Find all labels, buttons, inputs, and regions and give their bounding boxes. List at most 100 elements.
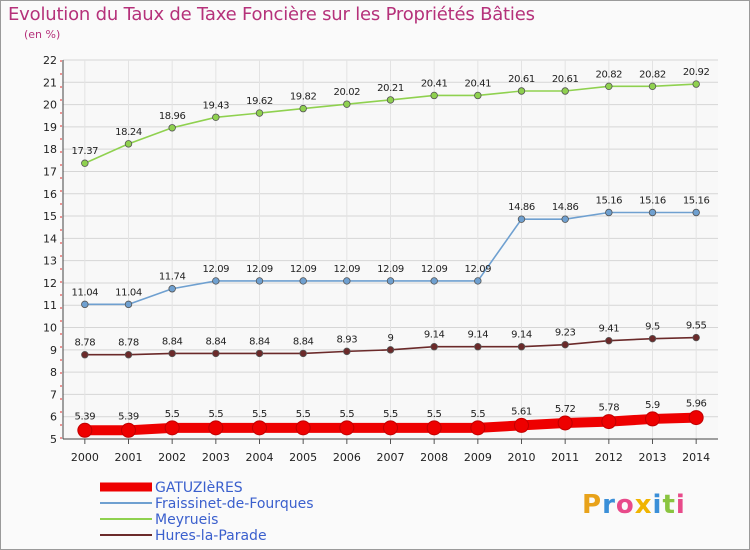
data-point xyxy=(474,277,482,285)
data-label: 9.55 xyxy=(686,321,707,332)
data-label: 5.5 xyxy=(252,409,267,420)
data-point xyxy=(299,277,307,285)
data-point xyxy=(514,417,529,433)
data-label: 20.41 xyxy=(421,78,448,89)
legend-label: Hures-la-Parade xyxy=(155,528,267,544)
data-point xyxy=(124,140,133,148)
data-point xyxy=(343,277,351,285)
data-label: 8.84 xyxy=(162,336,183,347)
data-label: 18.96 xyxy=(159,111,186,122)
y-tick-label: 16 xyxy=(43,188,57,201)
data-point xyxy=(430,343,438,351)
data-point xyxy=(386,277,395,285)
data-labels: 17.37 18.24 18.96 19.43 19.62 19.82 20.02 20.21… xyxy=(72,67,710,422)
x-tick-label: 2002 xyxy=(158,451,186,464)
data-point xyxy=(648,82,657,91)
data-label: 9.14 xyxy=(511,330,532,341)
x-tick-label: 2011 xyxy=(551,451,579,464)
data-point xyxy=(168,124,176,132)
data-point xyxy=(255,349,264,358)
data-point xyxy=(474,343,482,351)
series-group xyxy=(77,80,704,438)
data-point xyxy=(386,96,395,104)
data-point xyxy=(252,420,267,436)
data-point xyxy=(692,80,700,88)
data-label: 9.14 xyxy=(467,330,488,341)
y-tick-label: 19 xyxy=(43,121,57,134)
data-label: 11.74 xyxy=(159,272,186,283)
x-tick-label: 2003 xyxy=(202,451,230,464)
data-label: 12.09 xyxy=(203,264,230,275)
x-tick-label: 2006 xyxy=(333,451,361,464)
data-label: 20.41 xyxy=(465,78,492,89)
data-point xyxy=(212,277,220,285)
legend-label: Meyrueis xyxy=(155,512,218,528)
data-point xyxy=(430,91,438,100)
y-tick-label: 14 xyxy=(43,232,57,245)
logo-letter: i xyxy=(652,490,663,520)
data-label: 5.72 xyxy=(555,404,576,415)
data-label: 11.04 xyxy=(72,287,99,298)
data-point xyxy=(561,215,569,223)
x-tick-label: 2009 xyxy=(464,451,492,464)
data-point xyxy=(212,349,220,358)
data-point xyxy=(168,349,176,358)
data-label: 5.5 xyxy=(383,409,398,420)
data-point xyxy=(343,347,351,356)
data-point xyxy=(208,420,224,436)
data-label: 8.93 xyxy=(336,334,357,345)
data-point xyxy=(77,422,93,438)
y-tick-label: 8 xyxy=(50,366,57,379)
data-label: 17.37 xyxy=(72,146,99,157)
data-point xyxy=(605,336,613,345)
legend-label: Fraissinet-de-Fourques xyxy=(155,496,313,512)
y-tick-label: 12 xyxy=(43,277,57,290)
y-tick-label: 18 xyxy=(43,143,57,156)
data-point xyxy=(645,411,660,427)
data-label: 5.5 xyxy=(296,409,311,420)
data-label: 11.04 xyxy=(115,287,142,298)
logo-letter: x xyxy=(634,490,653,520)
x-tick-label: 2001 xyxy=(115,451,143,464)
data-label: 20.02 xyxy=(334,87,361,98)
data-label: 5.61 xyxy=(511,406,532,417)
data-point xyxy=(81,300,89,309)
data-point xyxy=(557,415,573,431)
data-label: 5.39 xyxy=(74,411,95,422)
data-point xyxy=(255,109,264,117)
logo-letter: P xyxy=(582,490,603,520)
data-point xyxy=(517,343,526,351)
chart-subtitle: (en %) xyxy=(24,28,61,41)
data-point xyxy=(605,208,613,217)
data-label: 15.16 xyxy=(683,195,710,206)
y-tick-label: 21 xyxy=(43,76,57,89)
data-point xyxy=(343,100,351,108)
y-tick-label: 5 xyxy=(50,433,57,446)
data-point xyxy=(474,91,482,100)
data-label: 9.5 xyxy=(645,322,660,333)
data-label: 8.84 xyxy=(205,336,226,347)
axes: 5 6 7 8 9 10 11 12 13 14 15 16 17 18 19 20 21 22 2000 2001 2… xyxy=(43,54,718,464)
data-point xyxy=(430,277,438,285)
logo-letter: i xyxy=(675,490,686,520)
data-label: 20.82 xyxy=(596,69,623,80)
data-label: 8.78 xyxy=(74,338,95,349)
data-label: 12.09 xyxy=(421,264,448,275)
y-tick-label: 7 xyxy=(50,388,57,401)
x-tick-label: 2013 xyxy=(639,451,667,464)
data-label: 5.5 xyxy=(339,409,354,420)
data-point xyxy=(648,334,657,343)
data-point xyxy=(295,420,311,436)
data-point xyxy=(212,113,220,121)
data-label: 5.96 xyxy=(686,399,707,410)
data-label: 5.5 xyxy=(427,409,442,420)
y-tick-label: 22 xyxy=(43,54,57,67)
y-tick-label: 11 xyxy=(43,299,57,312)
logo-letter: r xyxy=(602,490,616,520)
data-point xyxy=(81,159,89,167)
data-point xyxy=(255,277,264,285)
y-tick-label: 20 xyxy=(43,99,57,112)
chart-title: Evolution du Taux de Taxe Foncière sur l… xyxy=(8,4,535,25)
data-label: 8.84 xyxy=(249,336,270,347)
data-label: 19.43 xyxy=(203,100,230,111)
